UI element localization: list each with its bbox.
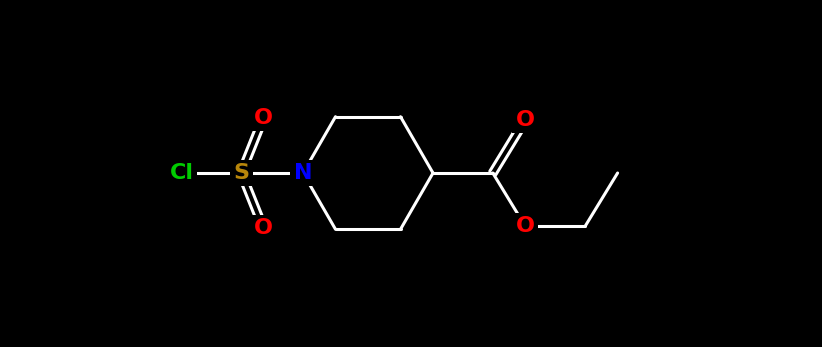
Text: N: N: [293, 163, 312, 183]
Text: O: O: [254, 218, 273, 238]
Text: O: O: [515, 110, 535, 130]
Text: Cl: Cl: [169, 163, 193, 183]
Text: O: O: [515, 216, 535, 236]
Text: O: O: [254, 108, 273, 128]
Text: S: S: [233, 163, 249, 183]
